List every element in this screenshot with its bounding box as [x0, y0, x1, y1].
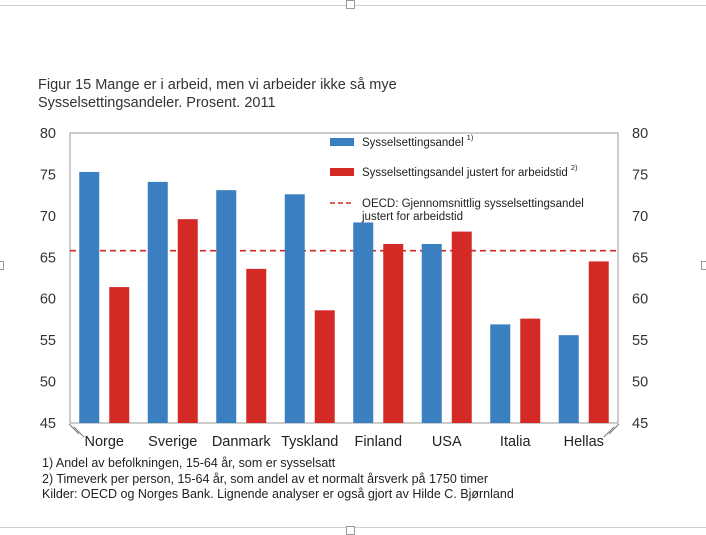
- bar-justert-tyskland: [314, 310, 335, 423]
- legend-superscript: 1): [467, 133, 474, 142]
- bar-sysselsettingsandel-sverige: [147, 181, 168, 423]
- bar-justert-finland: [383, 244, 404, 423]
- bar-sysselsettingsandel-usa: [421, 244, 442, 423]
- xtick-label: Italia: [500, 434, 532, 450]
- xtick-label: Norge: [85, 434, 125, 450]
- note-source: Kilder: OECD og Norges Bank. Lignende an…: [42, 487, 514, 501]
- figure-subtitle: Sysselsettingsandeler. Prosent. 2011: [38, 95, 276, 111]
- ytick-label-right: 65: [632, 250, 648, 266]
- ytick-label-right: 45: [632, 416, 648, 432]
- legend-superscript: 2): [571, 163, 578, 172]
- xtick-label: Tyskland: [281, 434, 338, 450]
- ytick-label-left: 60: [40, 292, 56, 308]
- ytick-label-right: 80: [632, 126, 648, 142]
- bar-justert-sverige: [177, 219, 198, 423]
- ytick-label-right: 50: [632, 375, 648, 391]
- bar-sysselsettingsandel-italia: [490, 324, 511, 423]
- note-1: 1) Andel av befolkningen, 15-64 år, som …: [42, 456, 336, 470]
- bar-sysselsettingsandel-finland: [353, 222, 374, 423]
- legend-label-oecd: OECD: Gjennomsnittlig sysselsettingsande…: [362, 198, 584, 210]
- legend-swatch: [330, 168, 354, 176]
- legend-label-oecd: justert for arbeidstid: [361, 211, 463, 223]
- axis-break-mark: [68, 423, 85, 438]
- ytick-label-right: 75: [632, 167, 648, 183]
- ytick-label-left: 55: [40, 333, 56, 349]
- resize-handle-top[interactable]: [346, 0, 355, 9]
- xtick-label: Hellas: [564, 434, 604, 450]
- bar-sysselsettingsandel-norge: [79, 171, 100, 423]
- bar-justert-italia: [520, 318, 541, 423]
- resize-handle-right[interactable]: [701, 261, 706, 270]
- bar-justert-norge: [109, 287, 130, 423]
- ytick-label-left: 80: [40, 126, 56, 142]
- ytick-label-right: 55: [632, 333, 648, 349]
- axis-break-mark: [603, 423, 620, 438]
- chart-notes: 1) Andel av befolkningen, 15-64 år, som …: [42, 456, 514, 503]
- ytick-label-left: 65: [40, 250, 56, 266]
- plot-area-frame: [69, 132, 619, 424]
- legend-label: Sysselsettingsandel justert for arbeidst…: [362, 167, 568, 179]
- xtick-label: Finland: [354, 434, 402, 450]
- legend-swatch: [330, 138, 354, 146]
- xtick-label: USA: [432, 434, 462, 450]
- bar-justert-danmark: [246, 268, 267, 423]
- figure-title: Figur 15 Mange er i arbeid, men vi arbei…: [38, 77, 397, 93]
- bar-sysselsettingsandel-hellas: [558, 335, 579, 423]
- bar-sysselsettingsandel-danmark: [216, 190, 237, 423]
- xtick-label: Danmark: [212, 434, 272, 450]
- legend-label: Sysselsettingsandel: [362, 137, 464, 149]
- ytick-label-left: 45: [40, 416, 56, 432]
- ytick-label-left: 75: [40, 167, 56, 183]
- bar-sysselsettingsandel-tyskland: [284, 194, 305, 423]
- bar-justert-hellas: [588, 261, 609, 423]
- figure-title-block: Figur 15 Mange er i arbeid, men vi arbei…: [38, 76, 397, 112]
- xtick-label: Sverige: [148, 434, 197, 450]
- resize-handle-left[interactable]: [0, 261, 4, 270]
- ytick-label-left: 70: [40, 209, 56, 225]
- ytick-label-right: 60: [632, 292, 648, 308]
- ytick-label-left: 50: [40, 375, 56, 391]
- note-2: 2) Timeverk per person, 15-64 år, som an…: [42, 471, 489, 486]
- ytick-label-right: 70: [632, 209, 648, 225]
- bar-justert-usa: [451, 231, 472, 423]
